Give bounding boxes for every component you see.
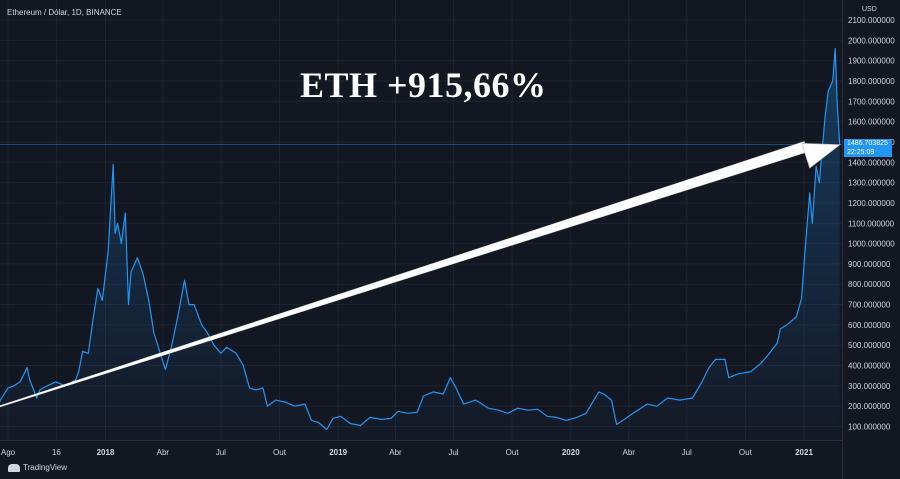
x-tick-label: Abr <box>389 448 402 457</box>
growth-arrow-shaft <box>0 141 809 408</box>
y-tick-label: 600.000000 <box>848 321 891 330</box>
x-tick-label: Out <box>739 448 753 457</box>
y-tick-label: 100.000000 <box>848 423 891 432</box>
x-tick-label: Abr <box>623 448 636 457</box>
y-tick-label: 1200.000000 <box>848 199 895 208</box>
y-tick-label: 300.000000 <box>848 382 891 391</box>
x-tick-label: 2020 <box>562 448 580 457</box>
y-tick-label: 1900.000000 <box>848 57 895 66</box>
x-tick-label: 2021 <box>795 448 813 457</box>
x-tick-label: Jul <box>448 448 458 457</box>
y-tick-label: 1700.000000 <box>848 97 895 106</box>
y-tick-label: 2000.000000 <box>848 36 895 45</box>
x-tick-label: Jul <box>216 448 226 457</box>
current-price-time: 22:25:09 <box>847 149 875 156</box>
y-tick-label: 1000.000000 <box>848 240 895 249</box>
y-tick-label: 800.000000 <box>848 280 891 289</box>
y-tick-label: 200.000000 <box>848 402 891 411</box>
currency-label: USD <box>862 6 877 13</box>
x-tick-label: Ago <box>1 448 16 457</box>
y-tick-label: 900.000000 <box>848 260 891 269</box>
y-tick-label: 700.000000 <box>848 301 891 310</box>
tradingview-cloud-icon <box>8 463 20 472</box>
y-tick-label: 2100.000000 <box>848 16 895 25</box>
y-tick-label: 400.000000 <box>848 362 891 371</box>
symbol-header: Ethereum / Dólar, 1D, BINANCE <box>7 8 122 17</box>
price-line <box>0 47 841 431</box>
x-tick-label: Out <box>273 448 287 457</box>
y-tick-label: 500.000000 <box>848 341 891 350</box>
price-area <box>0 48 840 440</box>
x-tick-label: 16 <box>52 448 61 457</box>
y-tick-label: 1600.000000 <box>848 118 895 127</box>
x-tick-label: Abr <box>157 448 170 457</box>
x-tick-label: 2019 <box>329 448 347 457</box>
current-price-value: 1486.703825 <box>847 140 888 147</box>
y-tick-label: 1400.000000 <box>848 158 895 167</box>
chart-headline: ETH +915,66% <box>300 65 547 105</box>
y-tick-label: 1100.000000 <box>848 219 895 228</box>
x-tick-label: Out <box>506 448 520 457</box>
y-tick-label: 1800.000000 <box>848 77 895 86</box>
x-tick-label: Jul <box>682 448 692 457</box>
tradingview-brand[interactable]: TradingView <box>8 463 67 472</box>
y-tick-label: 1300.000000 <box>848 179 895 188</box>
tradingview-brand-label: TradingView <box>23 463 68 472</box>
x-tick-label: 2018 <box>97 448 115 457</box>
current-price-label: 1486.703825 22:25:09 <box>844 139 892 157</box>
growth-arrow-head <box>801 142 841 169</box>
